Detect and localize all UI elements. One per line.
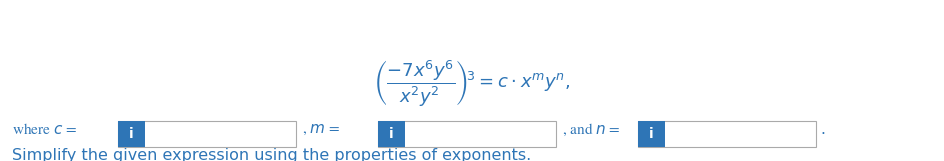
Text: , and $n$ =: , and $n$ = [562,122,620,138]
Text: .: . [819,123,824,137]
FancyBboxPatch shape [118,121,295,147]
FancyBboxPatch shape [378,121,555,147]
Text: i: i [129,127,134,141]
FancyBboxPatch shape [637,121,665,147]
Text: $\left(\dfrac{-7x^{6}y^{6}}{x^{2}y^{2}}\right)^{\!3} = c \cdot x^{m}y^{n},$: $\left(\dfrac{-7x^{6}y^{6}}{x^{2}y^{2}}\… [373,58,570,108]
FancyBboxPatch shape [118,121,144,147]
Text: Simplify the given expression using the properties of exponents.: Simplify the given expression using the … [12,148,531,161]
Text: i: i [649,127,653,141]
FancyBboxPatch shape [637,121,815,147]
Text: , $m$ =: , $m$ = [302,123,340,137]
FancyBboxPatch shape [378,121,405,147]
Text: where $c$ =: where $c$ = [12,123,76,137]
Text: i: i [389,127,394,141]
